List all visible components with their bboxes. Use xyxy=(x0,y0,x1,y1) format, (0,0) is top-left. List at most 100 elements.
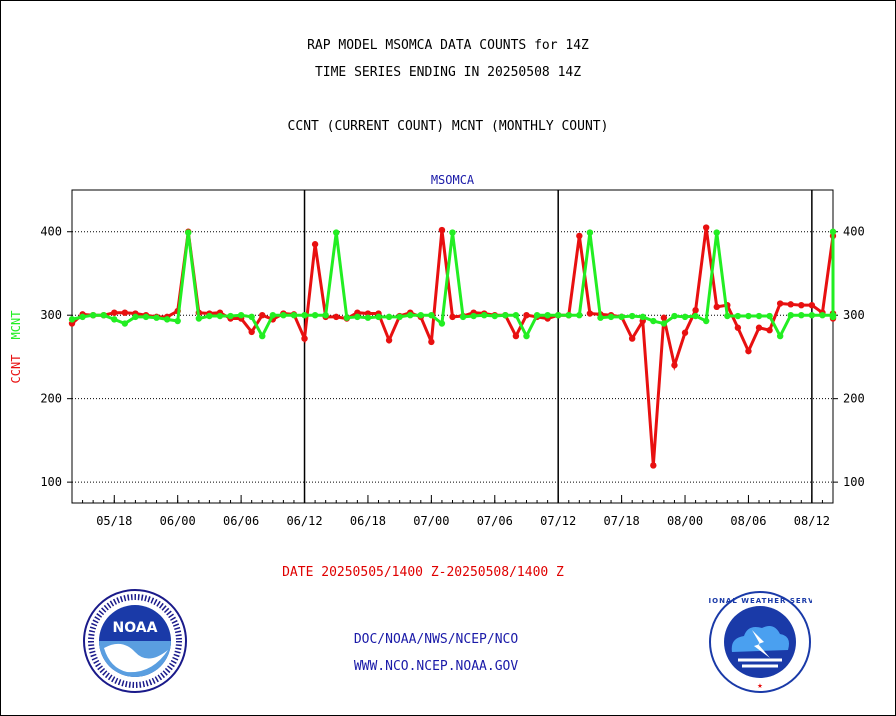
data-point-mcnt xyxy=(502,312,509,319)
data-point-ccnt xyxy=(745,347,752,355)
x-tick-label: 08/06 xyxy=(730,514,766,528)
data-point-mcnt xyxy=(417,312,424,319)
data-point-mcnt xyxy=(554,312,562,319)
data-point-ccnt xyxy=(385,337,393,344)
data-point-mcnt xyxy=(354,313,361,321)
x-tick-label: 07/12 xyxy=(540,514,576,528)
data-point-ccnt xyxy=(692,306,699,314)
y-label-ccnt: CCNT xyxy=(9,355,23,384)
data-point-mcnt xyxy=(628,312,636,320)
data-point-mcnt xyxy=(829,313,837,321)
data-point-mcnt xyxy=(512,312,520,319)
data-point-mcnt xyxy=(174,317,181,325)
data-point-mcnt xyxy=(396,313,403,321)
data-point-mcnt xyxy=(639,313,646,321)
data-point-mcnt xyxy=(142,313,150,321)
x-tick-label: 05/18 xyxy=(96,514,132,528)
data-point-mcnt xyxy=(132,313,139,321)
data-point-ccnt xyxy=(702,224,710,231)
x-tick-label: 08/12 xyxy=(794,514,830,528)
data-point-mcnt xyxy=(163,316,171,323)
date-range-label: DATE 20250505/1400 Z-20250508/1400 Z xyxy=(282,565,564,580)
data-point-ccnt xyxy=(121,309,129,316)
data-point-ccnt xyxy=(449,313,456,321)
data-point-mcnt xyxy=(713,229,720,236)
data-point-mcnt xyxy=(290,312,298,319)
data-point-ccnt xyxy=(111,309,118,316)
y-tick-label-right: 400 xyxy=(843,225,865,239)
y-tick-label-right: 200 xyxy=(843,392,865,406)
y-tick-label-left: 100 xyxy=(40,475,62,489)
data-point-ccnt xyxy=(628,335,636,342)
data-point-ccnt xyxy=(734,324,742,331)
data-point-mcnt xyxy=(227,312,234,320)
data-point-mcnt xyxy=(153,314,160,321)
x-tick-label: 08/00 xyxy=(667,514,703,528)
data-point-mcnt xyxy=(195,315,203,322)
x-tick-label: 06/00 xyxy=(160,514,196,528)
x-tick-label: 07/18 xyxy=(604,514,640,528)
data-point-ccnt xyxy=(512,332,520,340)
data-point-mcnt xyxy=(533,312,541,319)
website-link[interactable]: WWW.NCO.NCEP.NOAA.GOV xyxy=(353,659,519,674)
data-point-ccnt xyxy=(333,313,340,321)
data-point-mcnt xyxy=(481,312,488,319)
data-point-mcnt xyxy=(375,313,382,321)
series-line-ccnt xyxy=(71,227,835,466)
data-point-mcnt xyxy=(523,332,530,340)
data-point-mcnt xyxy=(819,312,826,319)
data-point-ccnt xyxy=(776,300,784,307)
data-point-mcnt xyxy=(459,313,467,321)
series-line-mcnt xyxy=(71,231,835,340)
data-point-mcnt xyxy=(491,312,498,320)
data-point-mcnt xyxy=(618,313,625,321)
data-point-mcnt xyxy=(428,312,435,319)
x-tick-label: 07/00 xyxy=(413,514,449,528)
y-tick-label-left: 200 xyxy=(40,392,62,406)
data-point-ccnt xyxy=(787,301,794,308)
data-point-ccnt xyxy=(660,314,668,321)
data-point-ccnt xyxy=(523,312,530,319)
data-point-mcnt xyxy=(734,312,742,320)
data-point-mcnt xyxy=(343,314,351,321)
data-point-mcnt xyxy=(808,312,816,319)
y-tick-label-right: 300 xyxy=(843,308,865,322)
y-axis-label: CCNT MCNT xyxy=(9,311,23,384)
data-point-mcnt xyxy=(798,312,805,319)
y-tick-label-left: 400 xyxy=(40,225,62,239)
plot-title: MSOMCA xyxy=(431,173,475,187)
data-point-ccnt xyxy=(681,329,689,336)
data-point-mcnt xyxy=(259,332,266,340)
data-point-ccnt xyxy=(586,310,594,317)
data-point-mcnt xyxy=(745,312,752,320)
data-point-mcnt xyxy=(681,313,689,321)
data-point-mcnt xyxy=(121,320,129,327)
y-tick-label-left: 300 xyxy=(40,308,62,322)
x-tick-label: 06/18 xyxy=(350,514,386,528)
data-point-mcnt xyxy=(650,317,657,325)
data-point-mcnt xyxy=(586,229,594,236)
data-point-mcnt xyxy=(544,312,551,319)
data-point-mcnt xyxy=(248,313,255,321)
org-path-label: DOC/NOAA/NWS/NCEP/NCO xyxy=(353,632,519,647)
data-point-ccnt xyxy=(438,226,446,234)
data-point-ccnt xyxy=(650,462,657,469)
noaa-logo-text: NOAA xyxy=(113,620,158,636)
data-point-mcnt xyxy=(364,314,372,321)
data-point-mcnt xyxy=(68,316,76,323)
data-point-mcnt xyxy=(449,229,456,236)
data-point-ccnt xyxy=(428,338,435,346)
data-point-mcnt xyxy=(206,312,213,320)
nws-star-icon: ★ xyxy=(757,681,763,691)
data-point-ccnt xyxy=(576,232,583,240)
data-point-mcnt xyxy=(111,316,118,323)
data-point-mcnt xyxy=(269,312,277,319)
data-point-mcnt xyxy=(311,312,319,319)
data-point-mcnt xyxy=(322,312,329,319)
data-point-mcnt xyxy=(333,229,340,236)
data-point-ccnt xyxy=(311,241,319,248)
data-point-mcnt xyxy=(438,320,446,327)
y-label-mcnt: MCNT xyxy=(9,311,23,340)
chart-subtitle: CCNT (CURRENT COUNT) MCNT (MONTHLY COUNT… xyxy=(287,119,609,134)
